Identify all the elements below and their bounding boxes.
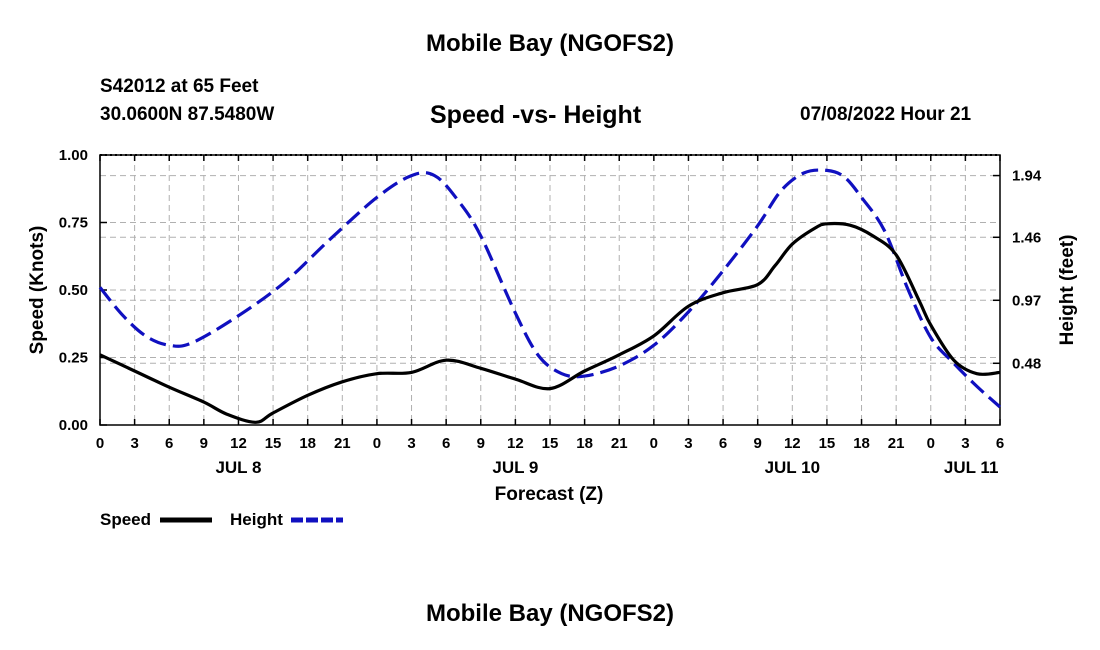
x-tick-label: 15: [819, 435, 836, 452]
x-axis-label: Forecast (Z): [495, 484, 604, 505]
legend-label-speed: Speed: [100, 510, 151, 529]
x-tick-label: 12: [784, 435, 801, 452]
x-tick-label: 6: [442, 435, 450, 452]
station-coordinates: 30.0600N 87.5480W: [100, 104, 275, 125]
series: [98, 168, 1002, 424]
x-tick-label: 6: [996, 435, 1004, 452]
x-tick-label: 0: [373, 435, 381, 452]
page-title: Mobile Bay (NGOFS2): [425, 30, 675, 57]
y-right-tick-label: 1.94: [1012, 168, 1042, 185]
x-day-label: JUL 11: [944, 458, 999, 477]
x-tick-label: 0: [927, 435, 935, 452]
forecast-datetime: 07/08/2022 Hour 21: [800, 104, 972, 125]
x-tick-label: 21: [611, 435, 628, 452]
x-day-label: JUL 8: [215, 458, 261, 477]
x-tick-label: 18: [853, 435, 870, 452]
x-tick-label: 0: [96, 435, 104, 452]
x-day-label: JUL 9: [492, 458, 538, 477]
y-left-tick-label: 0.25: [59, 350, 88, 367]
x-tick-label: 3: [684, 435, 692, 452]
series-line-speed: [99, 221, 1001, 424]
axes: 0 3 6 9 12 15 18 21 0 3 6 9 12 15 18 21 0 3 6 9 12 15 18 21 0 3 6 J…: [59, 147, 1042, 477]
x-tick-label: 6: [165, 435, 173, 452]
x-tick-label: 3: [130, 435, 138, 452]
x-tick-label: 3: [961, 435, 969, 452]
legend: Speed Height: [100, 510, 343, 529]
x-tick-label: 9: [200, 435, 208, 452]
y-left-tick-label: 0.75: [59, 215, 88, 232]
y-left-tick-label: 0.00: [59, 417, 88, 434]
y-axis-right-label: Height (feet): [1057, 235, 1078, 346]
station-label: S42012 at 65 Feet: [100, 76, 259, 97]
x-day-label: JUL 10: [765, 458, 820, 477]
x-tick-label: 15: [265, 435, 282, 452]
y-axis-left-label: Speed (Knots): [27, 226, 48, 355]
x-tick-label: 21: [888, 435, 905, 452]
x-tick-label: 9: [754, 435, 762, 452]
grid: [100, 155, 1000, 425]
legend-label-height: Height: [230, 510, 283, 529]
x-tick-label: 12: [230, 435, 247, 452]
series-line-height: [98, 168, 1002, 409]
x-tick-label: 9: [477, 435, 485, 452]
footer-title: Mobile Bay (NGOFS2): [425, 600, 675, 627]
x-tick-label: 18: [576, 435, 593, 452]
y-right-tick-label: 0.97: [1012, 292, 1041, 309]
x-tick-label: 6: [719, 435, 727, 452]
x-tick-label: 18: [299, 435, 316, 452]
y-left-tick-label: 0.50: [59, 282, 88, 299]
y-right-tick-label: 1.46: [1012, 229, 1041, 246]
x-tick-label: 0: [650, 435, 658, 452]
y-left-tick-label: 1.00: [59, 147, 88, 164]
x-tick-label: 21: [334, 435, 351, 452]
chart-title: Speed -vs- Height: [430, 101, 642, 129]
y-right-tick-label: 0.48: [1012, 355, 1041, 372]
x-tick-label: 15: [542, 435, 559, 452]
x-tick-label: 3: [407, 435, 415, 452]
x-tick-label: 12: [507, 435, 524, 452]
